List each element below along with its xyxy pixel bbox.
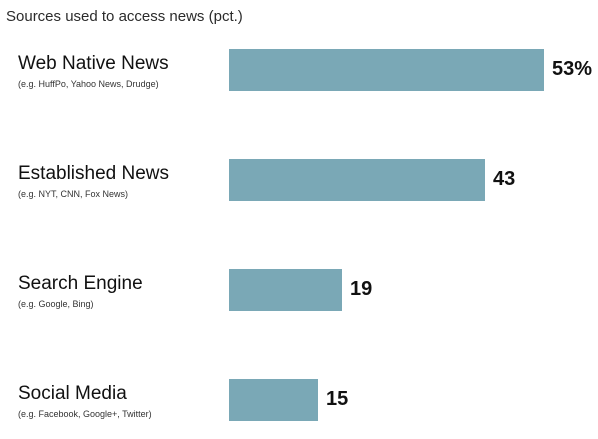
category-label: Social Media [18,383,127,404]
value-label: 43 [493,168,516,190]
bar [229,159,485,201]
category-subtitle: (e.g. NYT, CNN, Fox News) [18,189,129,199]
value-label: 53% [552,58,593,80]
bar [229,379,318,421]
category-subtitle: (e.g. Google, Bing) [18,299,94,309]
bar-row-social-media: Social Media (e.g. Facebook, Google+, Tw… [0,379,598,439]
category-label: Web Native News [18,53,169,74]
value-label: 15 [326,388,349,410]
category-label: Search Engine [18,273,143,294]
bar [229,49,544,91]
bar [229,269,342,311]
value-label: 19 [350,278,373,300]
bar-row-web-native-news: Web Native News (e.g. HuffPo, Yahoo News… [0,49,598,109]
chart-title: Sources used to access news (pct.) [6,8,243,25]
bar-row-established-news: Established News (e.g. NYT, CNN, Fox New… [0,159,598,219]
bar-row-search-engine: Search Engine (e.g. Google, Bing) 19 [0,269,598,329]
category-subtitle: (e.g. Facebook, Google+, Twitter) [18,409,152,419]
category-label: Established News [18,163,170,184]
category-subtitle: (e.g. HuffPo, Yahoo News, Drudge) [18,79,159,89]
